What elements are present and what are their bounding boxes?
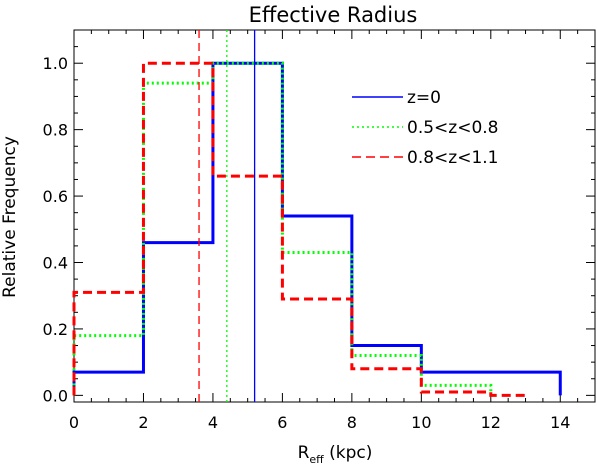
x-tick-label: 8 [347,413,357,432]
x-axis-label-subscript: eff [309,453,324,464]
y-tick-label: 0.6 [43,187,68,206]
x-axis-label-main: R [298,443,310,463]
y-tick-label: 0.8 [43,121,68,140]
histogram-series-0 [72,61,562,396]
x-axis-label-unit: (kpc) [324,443,373,463]
x-tick-label: 2 [138,413,148,432]
histogram-series-2 [72,61,526,397]
x-tick-label: 4 [208,413,218,432]
plot-area: 0 2 4 6 8 10 12 14 0.0 0.2 0.4 0.6 0.8 1.0 z=0 0.5<z<0.… [43,29,596,432]
x-axis-label: Reff (kpc) [298,443,373,464]
x-tick-label: 6 [277,413,287,432]
legend-label-2: 0.8<z<1.1 [407,148,498,168]
y-tick-label: 0.0 [43,386,68,405]
y-tick-label: 1.0 [43,54,68,73]
x-tick-label: 10 [411,413,431,432]
y-tick-label: 0.4 [43,254,68,273]
x-tick-label: 14 [550,413,570,432]
legend-label-1: 0.5<z<0.8 [407,118,498,138]
y-axis-label: Relative Frequency [0,136,20,298]
y-tick-label: 0.2 [43,320,68,339]
x-tick-label: 12 [481,413,501,432]
chart-title: Effective Radius [249,3,418,27]
x-tick-label: 0 [69,413,79,432]
legend-label-0: z=0 [407,88,441,108]
